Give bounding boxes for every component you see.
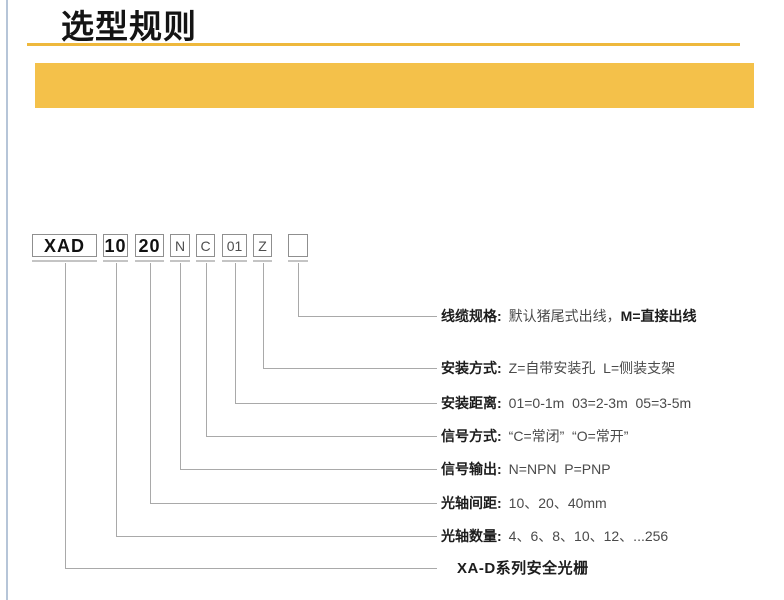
connector-line-vertical bbox=[206, 263, 207, 436]
page-title: 选型规则 bbox=[61, 8, 197, 45]
legend-label: 光轴数量: bbox=[441, 528, 502, 544]
accent-band bbox=[35, 63, 754, 108]
connector-line-horizontal bbox=[150, 503, 437, 504]
box-underline bbox=[32, 260, 97, 262]
page-left-border bbox=[6, 0, 8, 600]
legend-value-bold: M=直接出线 bbox=[620, 308, 697, 324]
connector-line-vertical bbox=[180, 263, 181, 469]
legend-row-beam-pitch: 光轴间距: 10、20、40mm bbox=[441, 493, 607, 513]
box-underline bbox=[170, 260, 190, 262]
connector-line-horizontal bbox=[65, 568, 437, 569]
legend-label: 信号方式: bbox=[441, 428, 502, 444]
legend-label: XA-D系列安全光栅 bbox=[457, 560, 589, 577]
model-code-box-20: 20 bbox=[135, 234, 164, 257]
legend-value: 默认猪尾式出线， bbox=[508, 308, 621, 324]
legend-label: 信号输出: bbox=[441, 461, 502, 477]
connector-line-horizontal bbox=[206, 436, 437, 437]
legend-row-signal-mode: 信号方式: “C=常闭” “O=常开” bbox=[441, 426, 628, 446]
legend-row-signal-output: 信号输出: N=NPN P=PNP bbox=[441, 459, 611, 479]
model-code-box-n: N bbox=[170, 234, 190, 257]
connector-line-vertical bbox=[65, 263, 66, 568]
title-accent-rule bbox=[27, 43, 740, 46]
legend-value: 10、20、40mm bbox=[508, 495, 607, 511]
connector-line-horizontal bbox=[263, 368, 437, 369]
legend-value: Z=自带安装孔 L=侧装支架 bbox=[508, 360, 676, 376]
connector-line-vertical bbox=[150, 263, 151, 503]
legend-row-series-name: XA-D系列安全光栅 bbox=[457, 558, 589, 578]
legend-row-cable-spec: 线缆规格: 默认猪尾式出线，M=直接出线 bbox=[441, 306, 697, 326]
model-code-box-01: 01 bbox=[222, 234, 247, 257]
connector-line-horizontal bbox=[180, 469, 437, 470]
box-underline bbox=[222, 260, 247, 262]
box-underline bbox=[288, 260, 308, 262]
model-code-box-c: C bbox=[196, 234, 215, 257]
legend-value: “C=常闭” “O=常开” bbox=[508, 428, 629, 444]
connector-line-horizontal bbox=[235, 403, 437, 404]
connector-line-horizontal bbox=[116, 536, 437, 537]
connector-line-horizontal bbox=[298, 316, 437, 317]
box-underline bbox=[196, 260, 215, 262]
legend-row-mounting-type: 安装方式: Z=自带安装孔 L=侧装支架 bbox=[441, 358, 675, 378]
connector-line-vertical bbox=[235, 263, 236, 403]
model-code-box-10: 10 bbox=[103, 234, 128, 257]
legend-label: 安装距离: bbox=[441, 395, 502, 411]
legend-row-mounting-range: 安装距离: 01=0-1m 03=2-3m 05=3-5m bbox=[441, 393, 691, 413]
connector-line-vertical bbox=[298, 263, 299, 316]
legend-value: 01=0-1m 03=2-3m 05=3-5m bbox=[508, 395, 692, 411]
box-underline bbox=[135, 260, 164, 262]
legend-row-beam-count: 光轴数量: 4、6、8、10、12、...256 bbox=[441, 526, 668, 546]
box-underline bbox=[253, 260, 272, 262]
connector-line-vertical bbox=[116, 263, 117, 536]
legend-value: 4、6、8、10、12、...256 bbox=[508, 528, 669, 544]
legend-value: N=NPN P=PNP bbox=[508, 461, 611, 477]
model-code-box-xad: XAD bbox=[32, 234, 97, 257]
legend-label: 光轴间距: bbox=[441, 495, 502, 511]
connector-line-vertical bbox=[263, 263, 264, 368]
model-code-box-z: Z bbox=[253, 234, 272, 257]
legend-label: 线缆规格: bbox=[441, 308, 502, 324]
model-code-box-empty bbox=[288, 234, 308, 257]
legend-label: 安装方式: bbox=[441, 360, 502, 376]
box-underline bbox=[103, 260, 128, 262]
